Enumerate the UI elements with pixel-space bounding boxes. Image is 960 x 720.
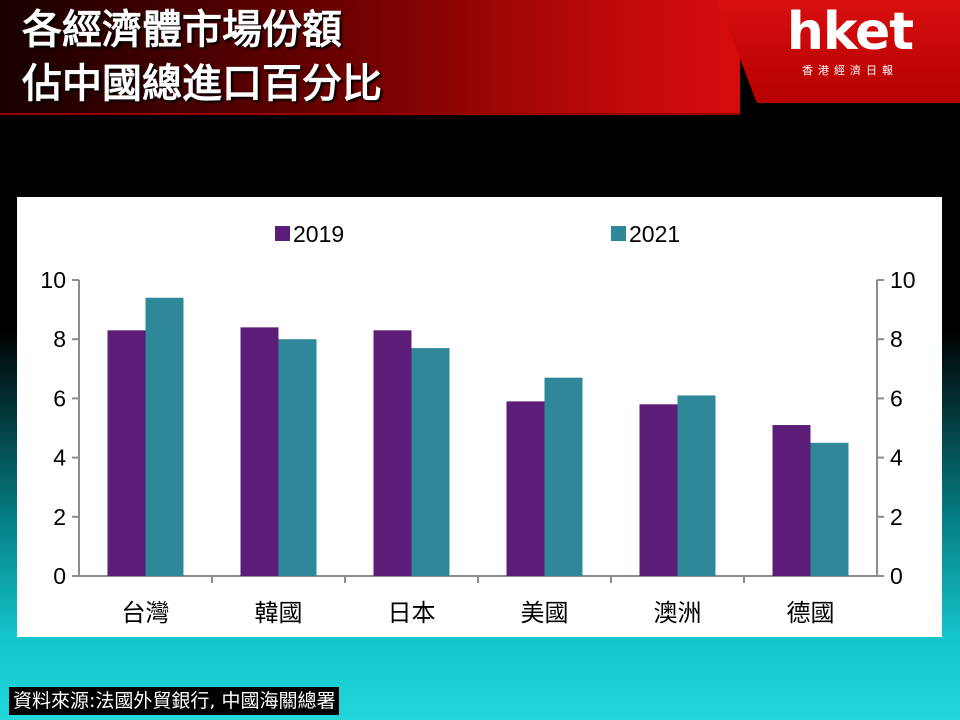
bar-2019-0 <box>107 330 146 576</box>
bar-2021-4 <box>677 395 716 576</box>
legend-label-2021: 2021 <box>629 221 680 247</box>
bar-2021-0 <box>145 297 184 576</box>
bar-2019-5 <box>772 425 811 576</box>
bar-2021-3 <box>544 377 583 576</box>
logo-subtitle: 香港經濟日報 <box>802 64 898 77</box>
y-tick-label-left: 4 <box>53 445 66 471</box>
x-tick-label: 韓國 <box>255 599 303 627</box>
chart-panel: 0 0 2 2 4 4 6 6 8 8 10 10 台灣 韓國 日本 美國 澳洲 德國 2019 2021 <box>17 197 942 637</box>
page-title-line1: 各經濟體市場份額 <box>22 7 342 53</box>
hket-logo: hket <box>786 2 914 62</box>
x-tick-label: 台灣 <box>122 599 170 627</box>
y-tick-label-left: 8 <box>53 326 66 352</box>
x-tick-label: 日本 <box>388 599 436 627</box>
bar-2021-2 <box>411 348 450 576</box>
bar-2019-1 <box>240 327 279 576</box>
y-tick-label-right: 8 <box>890 326 903 352</box>
bar-2021-1 <box>278 339 317 576</box>
logo-background <box>718 0 960 103</box>
y-tick-label-left: 6 <box>53 385 66 411</box>
source-note: 資料來源:法國外貿銀行, 中國海關總署 <box>9 687 340 715</box>
page-title-line2: 佔中國總進口百分比 <box>22 61 382 107</box>
y-tick-label-left: 0 <box>53 563 66 589</box>
bar-chart: 0 0 2 2 4 4 6 6 8 8 10 10 台灣 韓國 日本 美國 澳洲 德國 2019 2021 <box>40 221 916 627</box>
x-tick-label: 美國 <box>521 599 569 627</box>
bar-2019-2 <box>373 330 412 576</box>
title-banner <box>0 0 740 115</box>
x-tick-label: 澳洲 <box>654 599 702 627</box>
y-tick-label-left: 10 <box>40 267 66 293</box>
legend-swatch-2021 <box>611 226 626 241</box>
y-tick-label-right: 2 <box>890 504 903 530</box>
y-tick-label-right: 6 <box>890 385 903 411</box>
y-tick-label-right: 4 <box>890 445 903 471</box>
x-tick-label: 德國 <box>787 599 835 627</box>
legend-swatch-2019 <box>275 226 290 241</box>
y-tick-label-right: 0 <box>890 563 903 589</box>
legend-label-2019: 2019 <box>293 221 344 247</box>
bar-2021-5 <box>810 442 849 576</box>
y-tick-label-left: 2 <box>53 504 66 530</box>
bar-2019-4 <box>639 404 678 576</box>
bar-2019-3 <box>506 401 545 576</box>
y-tick-label-right: 10 <box>890 267 916 293</box>
